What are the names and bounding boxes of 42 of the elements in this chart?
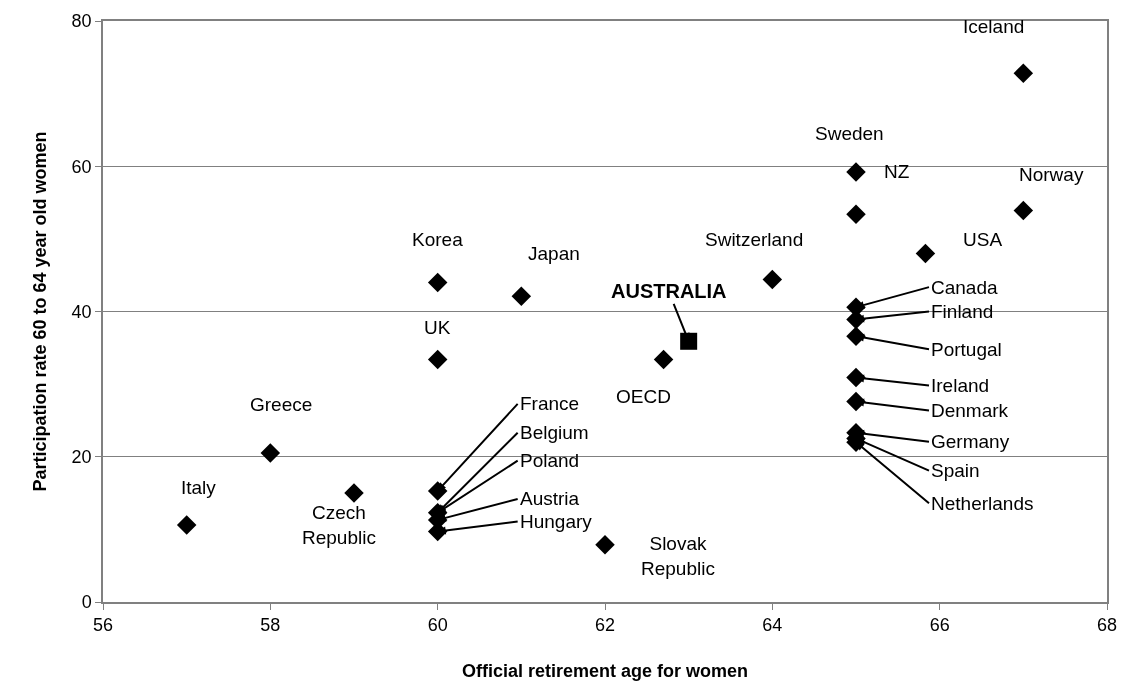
x-tick-label: 68: [1096, 615, 1118, 636]
annotation: Austria: [520, 488, 580, 509]
annotation: Portugal: [931, 339, 1002, 360]
annotation: Germany: [931, 431, 1010, 452]
y-tick-label: 60: [71, 156, 92, 177]
y-tick-label: 40: [71, 301, 92, 322]
annotation: Hungary: [520, 511, 593, 532]
annotation: Japan: [528, 243, 580, 264]
annotation: Sweden: [815, 123, 884, 144]
annotation: Denmark: [931, 400, 1009, 421]
annotation: Switzerland: [705, 229, 804, 250]
annotation: Netherlands: [931, 493, 1034, 514]
annotation: Czech Republic: [302, 502, 376, 548]
x-tick-label: 60: [427, 615, 448, 636]
annotation: Belgium: [520, 422, 589, 443]
x-tick-label: 58: [260, 615, 281, 636]
x-tick-label: 66: [929, 615, 950, 636]
x-tick-label: 56: [92, 615, 114, 636]
x-tick-label: 64: [762, 615, 783, 636]
annotation: USA: [963, 229, 1003, 250]
annotation: NZ: [884, 161, 910, 182]
annotation: UK: [424, 317, 451, 338]
x-tick-label: 62: [594, 615, 616, 636]
x-axis-title: Official retirement age for women: [461, 660, 749, 681]
annotation: Korea: [412, 229, 464, 250]
annotation: Greece: [250, 394, 313, 415]
y-axis-title: Participation rate 60 to 64 year old women: [30, 131, 51, 492]
annotation: Poland: [520, 450, 580, 471]
annotation: Finland: [931, 301, 994, 322]
annotation: Slovak Republic: [641, 533, 715, 579]
y-tick-label: 20: [71, 447, 92, 468]
annotation: France: [520, 393, 580, 414]
annotation: Iceland: [963, 16, 1025, 37]
annotation: AUSTRALIA: [611, 280, 727, 302]
annotation: Italy: [181, 477, 217, 498]
annotation: OECD: [616, 386, 671, 407]
annotation: Norway: [1019, 164, 1084, 185]
annotation: Canada: [931, 277, 998, 298]
annotation: Ireland: [931, 375, 990, 396]
annotation: Spain: [931, 460, 980, 481]
y-tick-label: 0: [81, 592, 92, 613]
y-tick-label: 80: [71, 11, 92, 32]
